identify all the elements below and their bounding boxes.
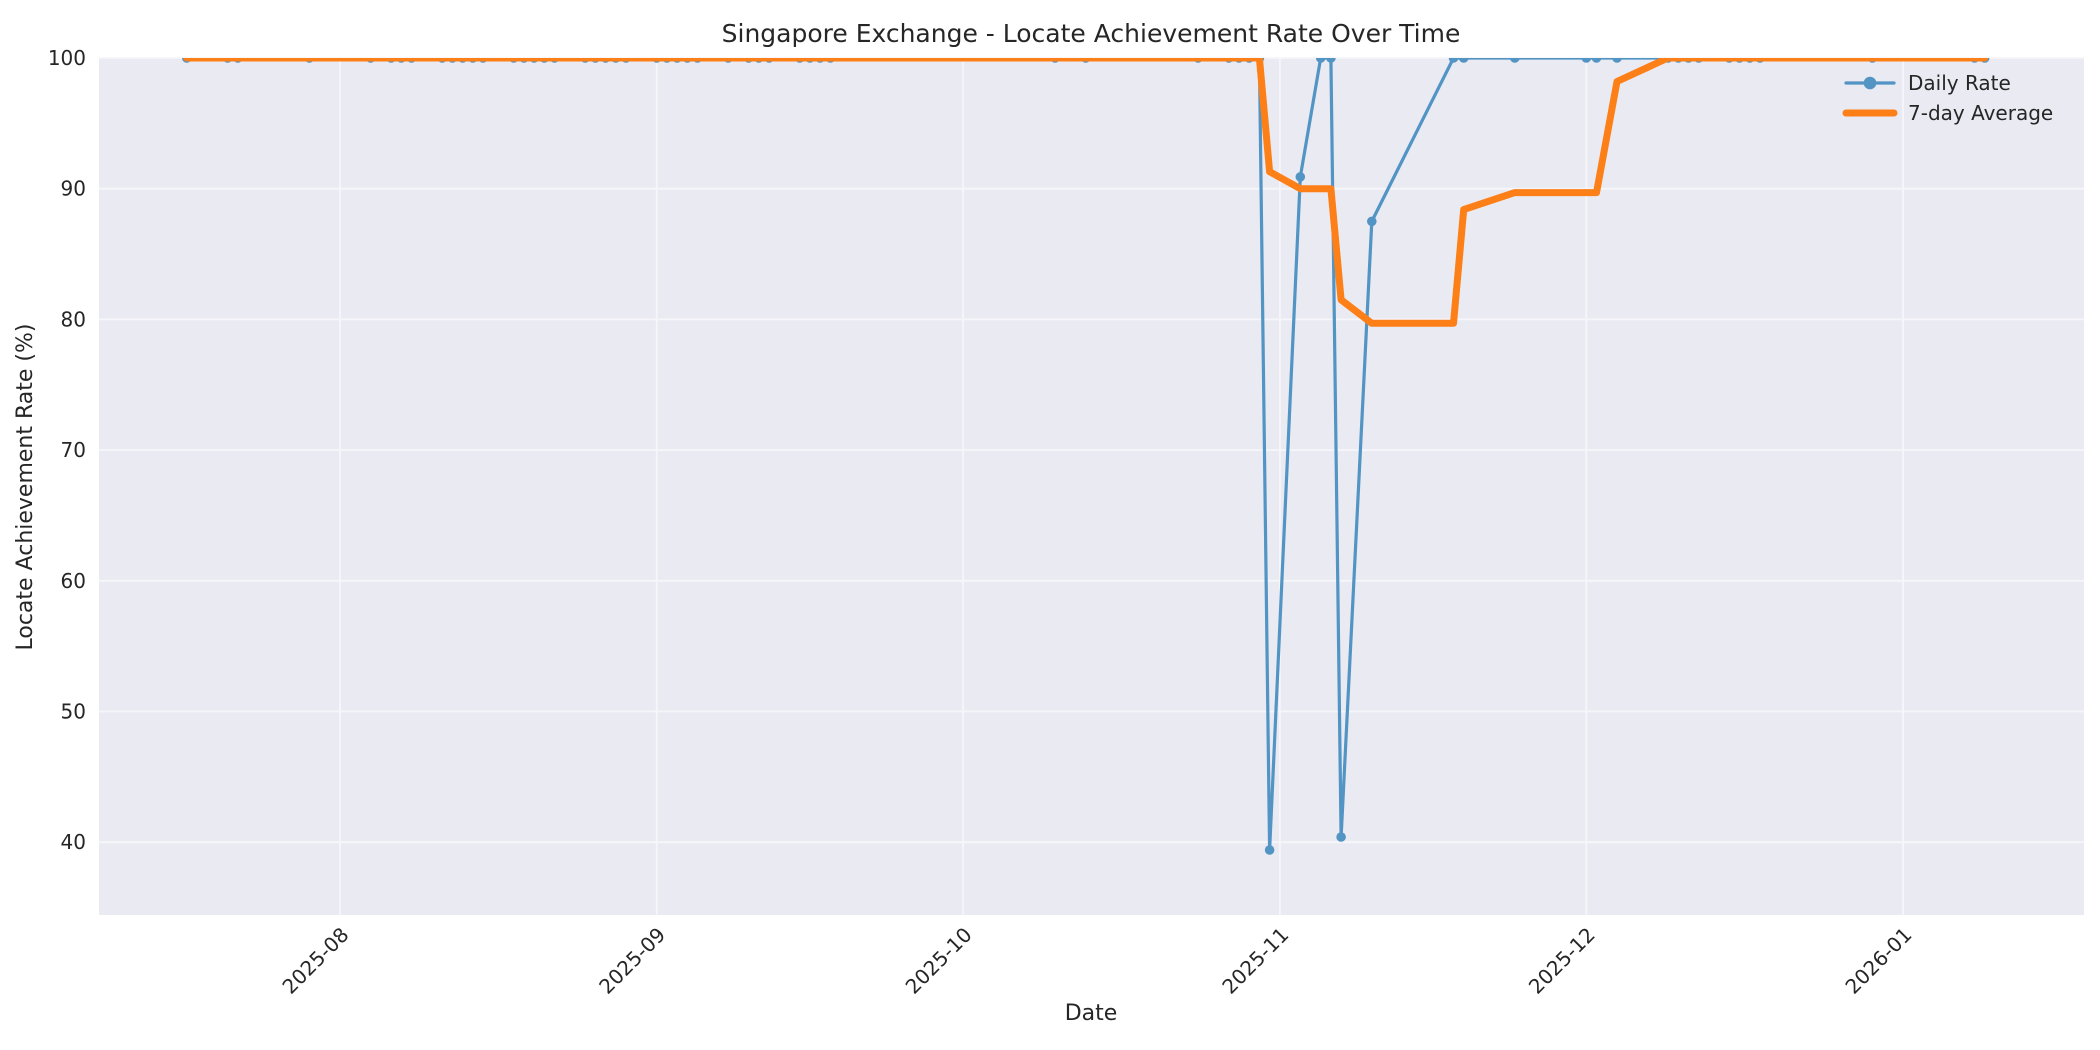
data-point-marker bbox=[1295, 172, 1306, 182]
data-point-marker bbox=[1448, 58, 1459, 63]
data-point-marker bbox=[1264, 845, 1275, 855]
y-tick-label: 100 bbox=[48, 46, 86, 70]
y-tick-label: 90 bbox=[61, 177, 86, 201]
series-lines bbox=[182, 58, 1990, 855]
data-point-marker bbox=[1336, 832, 1346, 842]
data-point-marker bbox=[1458, 58, 1469, 63]
y-tick-label: 50 bbox=[61, 700, 86, 724]
legend-item-label: 7-day Average bbox=[1908, 101, 2053, 125]
series-line-7-day-average bbox=[183, 58, 1989, 327]
data-point-marker bbox=[1591, 58, 1602, 63]
x-tick-label: 2025-09 bbox=[594, 923, 670, 999]
chart-title: Singapore Exchange - Locate Achievement … bbox=[722, 19, 1461, 48]
data-point-marker bbox=[1315, 58, 1326, 63]
y-tick-labels: 100 90 80 70 60 50 40 bbox=[48, 46, 86, 854]
data-point-marker bbox=[1581, 58, 1592, 63]
gridlines bbox=[99, 57, 2084, 915]
x-tick-label: 2025-10 bbox=[901, 923, 977, 999]
x-axis-label: Date bbox=[1065, 1001, 1118, 1026]
data-point-marker bbox=[1510, 58, 1520, 63]
data-point-marker bbox=[1367, 216, 1377, 227]
x-tick-label: 2025-11 bbox=[1217, 923, 1293, 999]
y-tick-label: 80 bbox=[61, 307, 86, 331]
x-tick-label: 2026-01 bbox=[1840, 923, 1916, 999]
legend-marker bbox=[1863, 76, 1877, 90]
plot-area bbox=[99, 58, 2084, 915]
legend-item-label: Daily Rate bbox=[1908, 71, 2011, 95]
x-tick-label: 2025-12 bbox=[1524, 923, 1600, 999]
legend: Daily Rate 7-day Average bbox=[1842, 71, 2053, 125]
y-tick-label: 60 bbox=[61, 569, 86, 593]
x-tick-labels: 2025-08 2025-09 2025-10 2025-11 2025-12 2026-… bbox=[277, 923, 1916, 999]
x-tick-label: 2025-08 bbox=[277, 923, 353, 999]
data-point-marker bbox=[1326, 58, 1336, 63]
y-axis-label: Locate Achievement Rate (%) bbox=[13, 323, 38, 650]
y-tick-label: 70 bbox=[61, 438, 86, 462]
data-point-marker bbox=[1612, 58, 1622, 63]
y-tick-label: 40 bbox=[61, 830, 86, 854]
